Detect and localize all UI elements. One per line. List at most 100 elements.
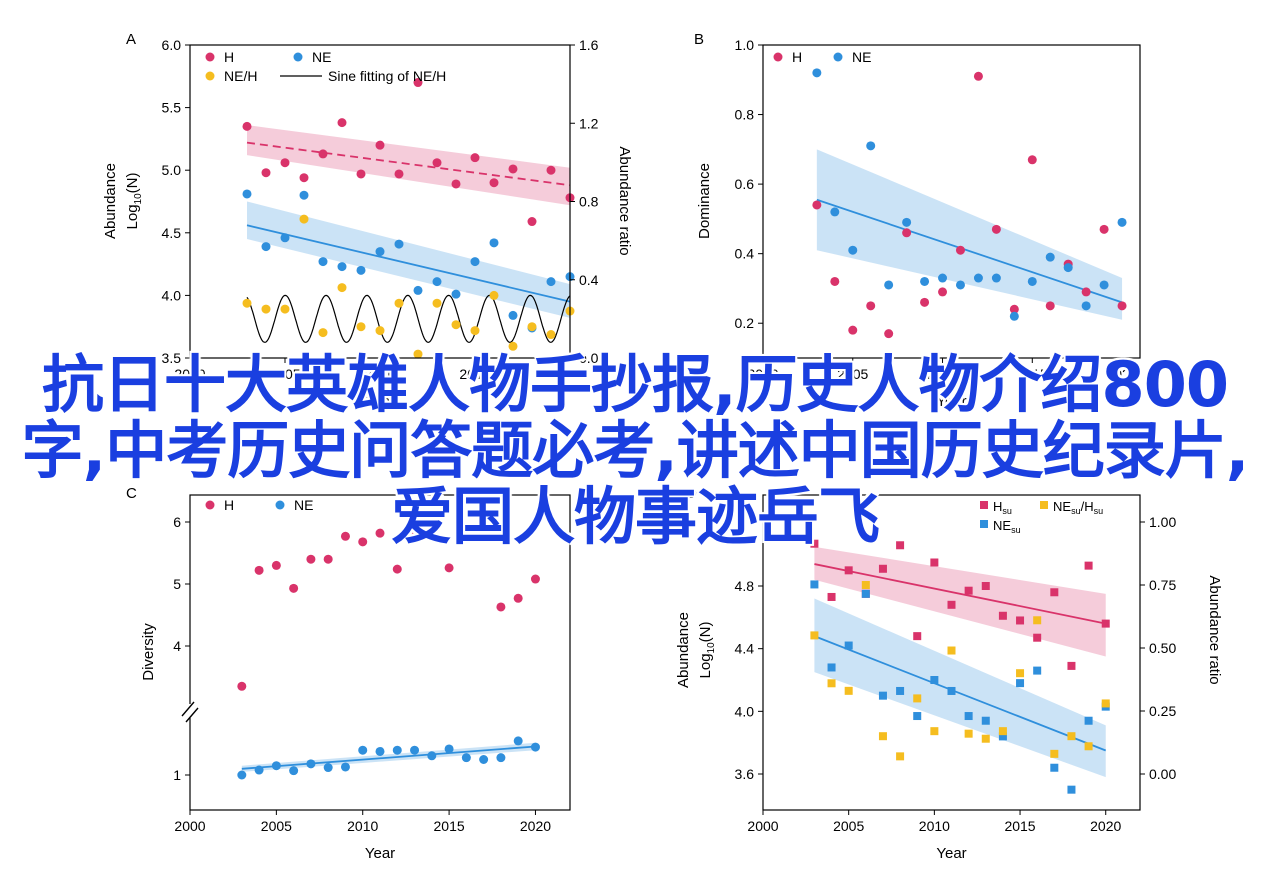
data-point [299, 214, 309, 224]
data-point [913, 712, 922, 721]
data-point [527, 322, 537, 332]
data-point [289, 583, 299, 593]
data-point [1101, 619, 1110, 628]
data-point [878, 564, 887, 573]
data-point [432, 298, 442, 308]
data-point [299, 173, 309, 183]
data-point [530, 574, 540, 584]
y-tick-label: 3.5 [162, 350, 182, 366]
data-point [318, 328, 328, 338]
fit-line [246, 224, 571, 303]
data-point [938, 287, 948, 297]
y2-tick-label: 1.00 [1149, 514, 1176, 530]
data-point [896, 686, 905, 695]
x-tick-label: 2020 [554, 366, 585, 382]
data-point [1081, 301, 1091, 311]
data-point [1084, 742, 1093, 751]
data-point [1016, 616, 1025, 625]
legend-label: H [224, 49, 234, 65]
confidence-band [814, 598, 1106, 778]
data-point [896, 752, 905, 761]
data-point [358, 537, 368, 547]
data-point [237, 770, 247, 780]
data-point [991, 224, 1001, 234]
data-point [981, 716, 990, 725]
y-axis-label: Abundance [102, 163, 119, 239]
x-tick-label: 2005 [261, 818, 292, 834]
data-point [394, 169, 404, 179]
panel-letter: D [686, 485, 697, 502]
x-tick-label: 2000 [747, 818, 778, 834]
overlay-banner-text: 抗日十大英雄人物手抄报,历史人物介绍800字,中考历史问答题必考,讲述中国历史纪… [21, 348, 1250, 553]
data-point [337, 283, 347, 293]
data-point [323, 554, 333, 564]
x-tick-label: 2015 [434, 818, 465, 834]
data-point [830, 207, 840, 217]
data-point [812, 68, 822, 78]
legend-label: NE [312, 49, 331, 65]
data-point [513, 593, 523, 603]
data-point [896, 541, 905, 550]
y2-tick-label: 0.50 [1149, 640, 1176, 656]
data-point [1027, 276, 1037, 286]
x-tick-label: 2020 [1106, 366, 1137, 382]
data-point [861, 581, 870, 589]
x-tick-label: 2005 [837, 366, 868, 382]
fit-line [814, 563, 1106, 625]
y2-axis-label: Abundance ratio [1206, 575, 1223, 684]
data-point [1009, 311, 1019, 321]
data-point [947, 686, 956, 695]
data-point [432, 277, 442, 287]
legend-marker [980, 501, 988, 509]
data-point [1117, 217, 1127, 227]
data-point [461, 526, 471, 536]
data-point [340, 762, 350, 772]
panel-letter: B [694, 31, 704, 48]
y2-tick-label: 0.25 [1149, 703, 1176, 719]
data-point [318, 149, 328, 159]
data-point [930, 727, 939, 736]
axis-break-mark [181, 701, 195, 717]
data-point [489, 178, 499, 188]
legend-label: NE/H [224, 68, 257, 84]
data-point [242, 189, 252, 199]
data-point [884, 329, 894, 339]
data-point [964, 729, 973, 738]
axis-break-gap [182, 704, 198, 718]
x-axis-label: Year [365, 393, 395, 410]
data-point [920, 276, 930, 286]
legend-marker [980, 520, 988, 528]
data-point [242, 298, 252, 308]
y-axis-label: Abundance [675, 612, 692, 688]
data-point [427, 751, 437, 761]
y-tick-label: 0.4 [735, 246, 755, 262]
data-point [470, 326, 480, 336]
data-point [261, 304, 271, 314]
data-point [237, 681, 247, 691]
data-point [470, 257, 480, 267]
data-point [299, 190, 309, 200]
legend-marker [205, 71, 215, 81]
data-point [444, 563, 454, 573]
data-point [878, 732, 887, 741]
data-point [848, 245, 858, 255]
data-point [489, 290, 499, 300]
data-point [827, 679, 836, 688]
x-tick-label: 2015 [1017, 366, 1048, 382]
data-point [913, 694, 922, 703]
data-point [866, 301, 876, 311]
data-point [998, 611, 1007, 620]
y-axis-label-line: Abundance [102, 163, 119, 239]
legend-marker [833, 52, 843, 62]
data-point [323, 763, 333, 773]
data-point [1045, 252, 1055, 262]
legend-label: NEsu/Hsu [1053, 499, 1103, 516]
data-point [812, 200, 822, 210]
y2-tick-label: 1.2 [579, 115, 599, 131]
data-point [878, 691, 887, 700]
data-point [254, 765, 264, 775]
y2-tick-label: 1.6 [579, 37, 599, 53]
data-point [827, 663, 836, 672]
data-point [1099, 280, 1109, 290]
data-point [930, 558, 939, 567]
